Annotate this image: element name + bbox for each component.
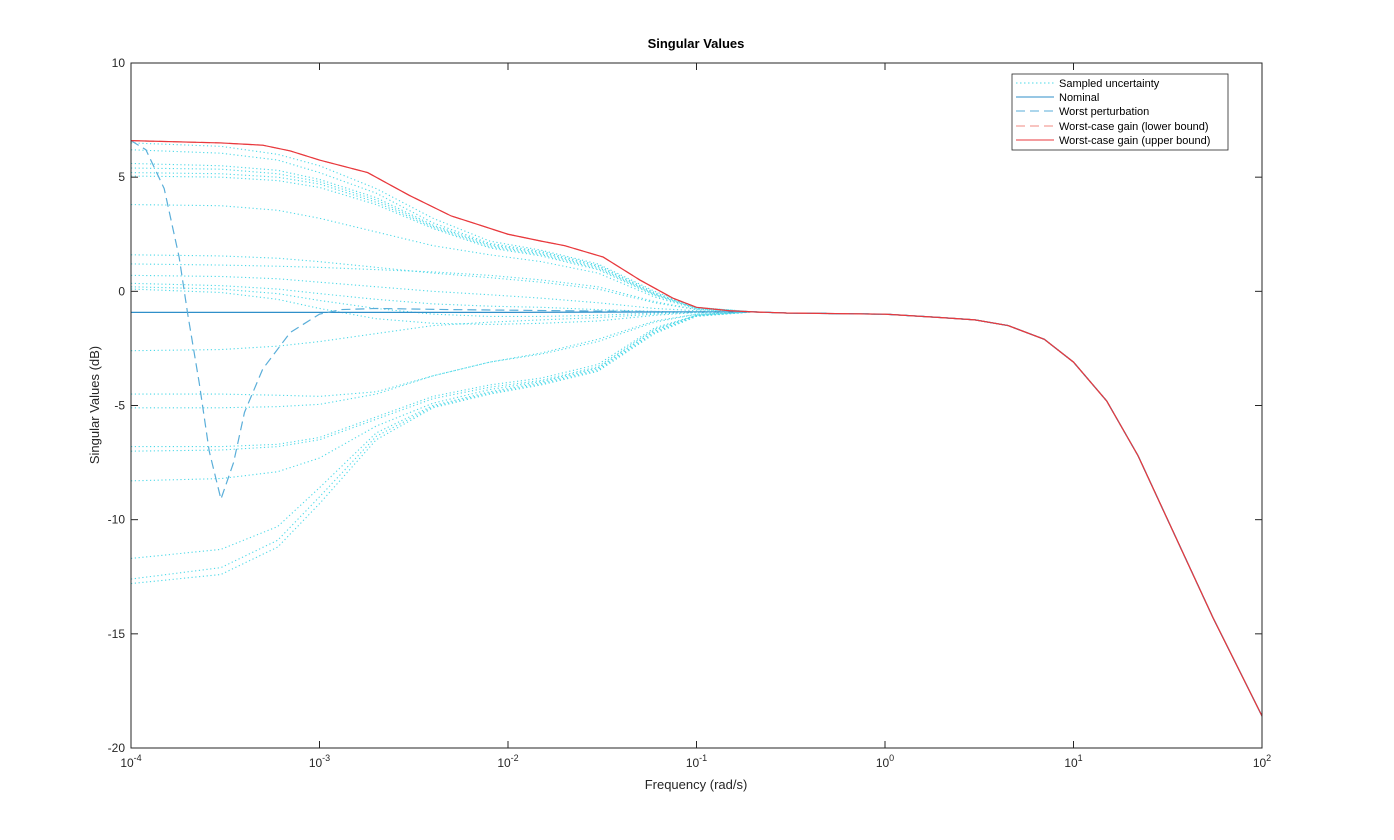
x-tick-label-5: 101 [1064, 753, 1082, 770]
x-tick-label-1: 10-3 [309, 753, 330, 770]
series-line-sampled-uncertainty-14 [131, 311, 1263, 717]
legend-label-nominal: Nominal [1059, 92, 1099, 104]
y-axis-label: Singular Values (dB) [87, 346, 102, 464]
legend-label-lower-bound: Worst-case gain (lower bound) [1059, 121, 1209, 133]
y-tick-label-6: -20 [108, 741, 126, 755]
series-line-sampled-uncertainty-9 [130, 274, 1263, 717]
y-tick-label-4: -10 [108, 513, 126, 527]
legend-label-upper-bound: Worst-case gain (upper bound) [1059, 135, 1210, 147]
series-line-sampled-uncertainty-19 [130, 311, 1263, 717]
legend-label-sampled-uncertainty: Sampled uncertainty [1059, 78, 1160, 90]
series-line-worst-case-upper-bound-0 [130, 140, 1263, 717]
series-line-sampled-uncertainty-10 [130, 282, 1263, 717]
x-tick-label-6: 102 [1253, 753, 1271, 770]
x-tick-label-4: 100 [876, 753, 894, 770]
legend-label-worst-perturbation: Worst perturbation [1059, 106, 1149, 118]
series-layer [130, 140, 1263, 717]
x-tick-label-3: 10-1 [686, 753, 707, 770]
axes-box [130, 62, 1263, 749]
y-tick-label-3: -5 [114, 399, 125, 413]
x-axis-label: Frequency (rad/s) [645, 777, 748, 792]
chart-title: Singular Values [648, 36, 745, 51]
plot-area [131, 63, 1262, 748]
y-tick-label-5: -15 [108, 627, 126, 641]
y-tick-label-0: 10 [112, 56, 126, 70]
y-tick-label-2: 0 [118, 284, 125, 298]
legend: Sampled uncertainty Nominal Worst pertur… [1011, 73, 1229, 151]
x-tick-label-2: 10-2 [497, 753, 518, 770]
x-tick-label-0: 10-4 [120, 753, 141, 770]
series-line-sampled-uncertainty-13 [130, 311, 1263, 717]
y-tick-label-1: 5 [118, 170, 125, 184]
series-line-sampled-uncertainty-17 [130, 311, 1263, 717]
legend-box [1011, 73, 1229, 151]
